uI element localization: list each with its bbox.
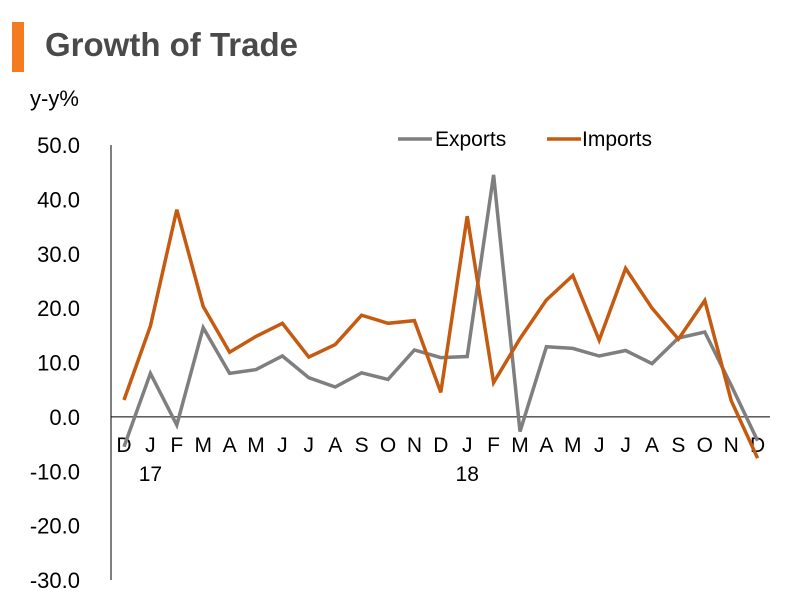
x-tick-label: S: [355, 434, 369, 457]
y-tick-label: 10.0: [37, 351, 80, 376]
x-tick-label: S: [671, 434, 685, 457]
series-line-imports: [122, 209, 760, 459]
y-tick-label: 50.0: [37, 133, 80, 158]
x-tick-label: M: [564, 434, 582, 457]
y-tick-label: -20.0: [30, 514, 80, 539]
x-tick-label: A: [223, 434, 237, 457]
legend-label-exports: Exports: [435, 128, 506, 151]
y-tick-label: 20.0: [37, 296, 80, 321]
x-tick-label: O: [697, 434, 713, 457]
x-tick-label: A: [328, 434, 342, 457]
x-tick-label: O: [380, 434, 396, 457]
x-tick-label: J: [304, 434, 315, 457]
x-tick-label: J: [277, 434, 288, 457]
x-tick-label: F: [170, 434, 183, 457]
x-tick-label: J: [594, 434, 605, 457]
x-tick-label: J: [462, 434, 473, 457]
title-accent-bar: [12, 22, 24, 72]
x-tick-label: N: [407, 434, 422, 457]
series-line-exports: [122, 174, 760, 448]
x-tick-label: M: [194, 434, 212, 457]
x-tick-label: N: [724, 434, 739, 457]
x-tick-label: J: [145, 434, 156, 457]
y-tick-label: -10.0: [30, 459, 80, 484]
page-title: Growth of Trade: [45, 26, 299, 63]
y-tick-label: 40.0: [37, 187, 80, 212]
x-tick-label: J: [620, 434, 631, 457]
x-tick-label: A: [539, 434, 553, 457]
x-tick-label: A: [645, 434, 659, 457]
y-tick-label: -30.0: [30, 568, 80, 593]
legend-label-imports: Imports: [582, 128, 652, 151]
y-tick-label: 30.0: [37, 242, 80, 267]
x-year-label: 17: [139, 463, 162, 486]
x-tick-label: F: [487, 434, 500, 457]
y-axis-unit-label: y-y%: [30, 86, 79, 111]
y-tick-label: 0.0: [49, 405, 80, 430]
x-year-label: 18: [456, 463, 479, 486]
x-tick-label: M: [511, 434, 529, 457]
x-tick-label: M: [247, 434, 265, 457]
x-tick-label: D: [433, 434, 448, 457]
